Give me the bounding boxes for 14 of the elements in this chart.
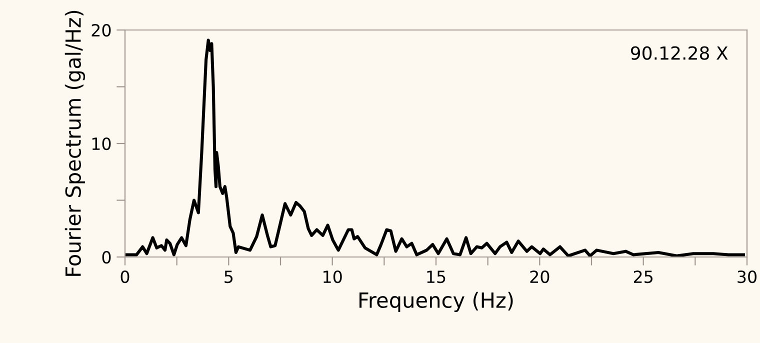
x-tick-label: 0 <box>120 270 130 284</box>
y-tick-label: 20 <box>92 24 111 37</box>
x-tick-label: 20 <box>530 270 550 284</box>
annotation: 90.12.28 X <box>630 46 728 60</box>
y-axis-title: Fourier Spectrum (gal/Hz) <box>64 10 86 276</box>
line-series <box>125 38 746 257</box>
x-axis-title: Frequency (Hz) <box>359 292 513 312</box>
x-tick-label: 25 <box>634 270 652 284</box>
y-tick-label: 10 <box>92 137 111 150</box>
x-tick-label: 30 <box>738 270 756 284</box>
y-tick-label: 0 <box>102 250 111 264</box>
x-tick-label: 15 <box>427 270 446 284</box>
x-tick-label: 5 <box>224 270 233 284</box>
x-tick-label: 10 <box>324 270 342 284</box>
